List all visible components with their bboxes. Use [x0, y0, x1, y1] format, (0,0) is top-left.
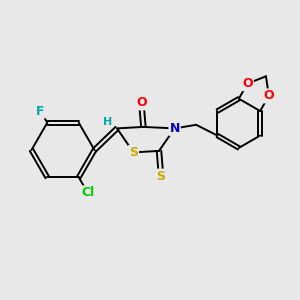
- Text: O: O: [263, 89, 274, 102]
- Text: N: N: [169, 122, 180, 135]
- Text: S: S: [129, 146, 138, 159]
- Text: Cl: Cl: [81, 186, 94, 200]
- Text: O: O: [242, 77, 253, 90]
- Text: H: H: [103, 117, 112, 127]
- Text: F: F: [36, 104, 45, 118]
- Text: O: O: [136, 96, 147, 110]
- Text: S: S: [156, 169, 165, 183]
